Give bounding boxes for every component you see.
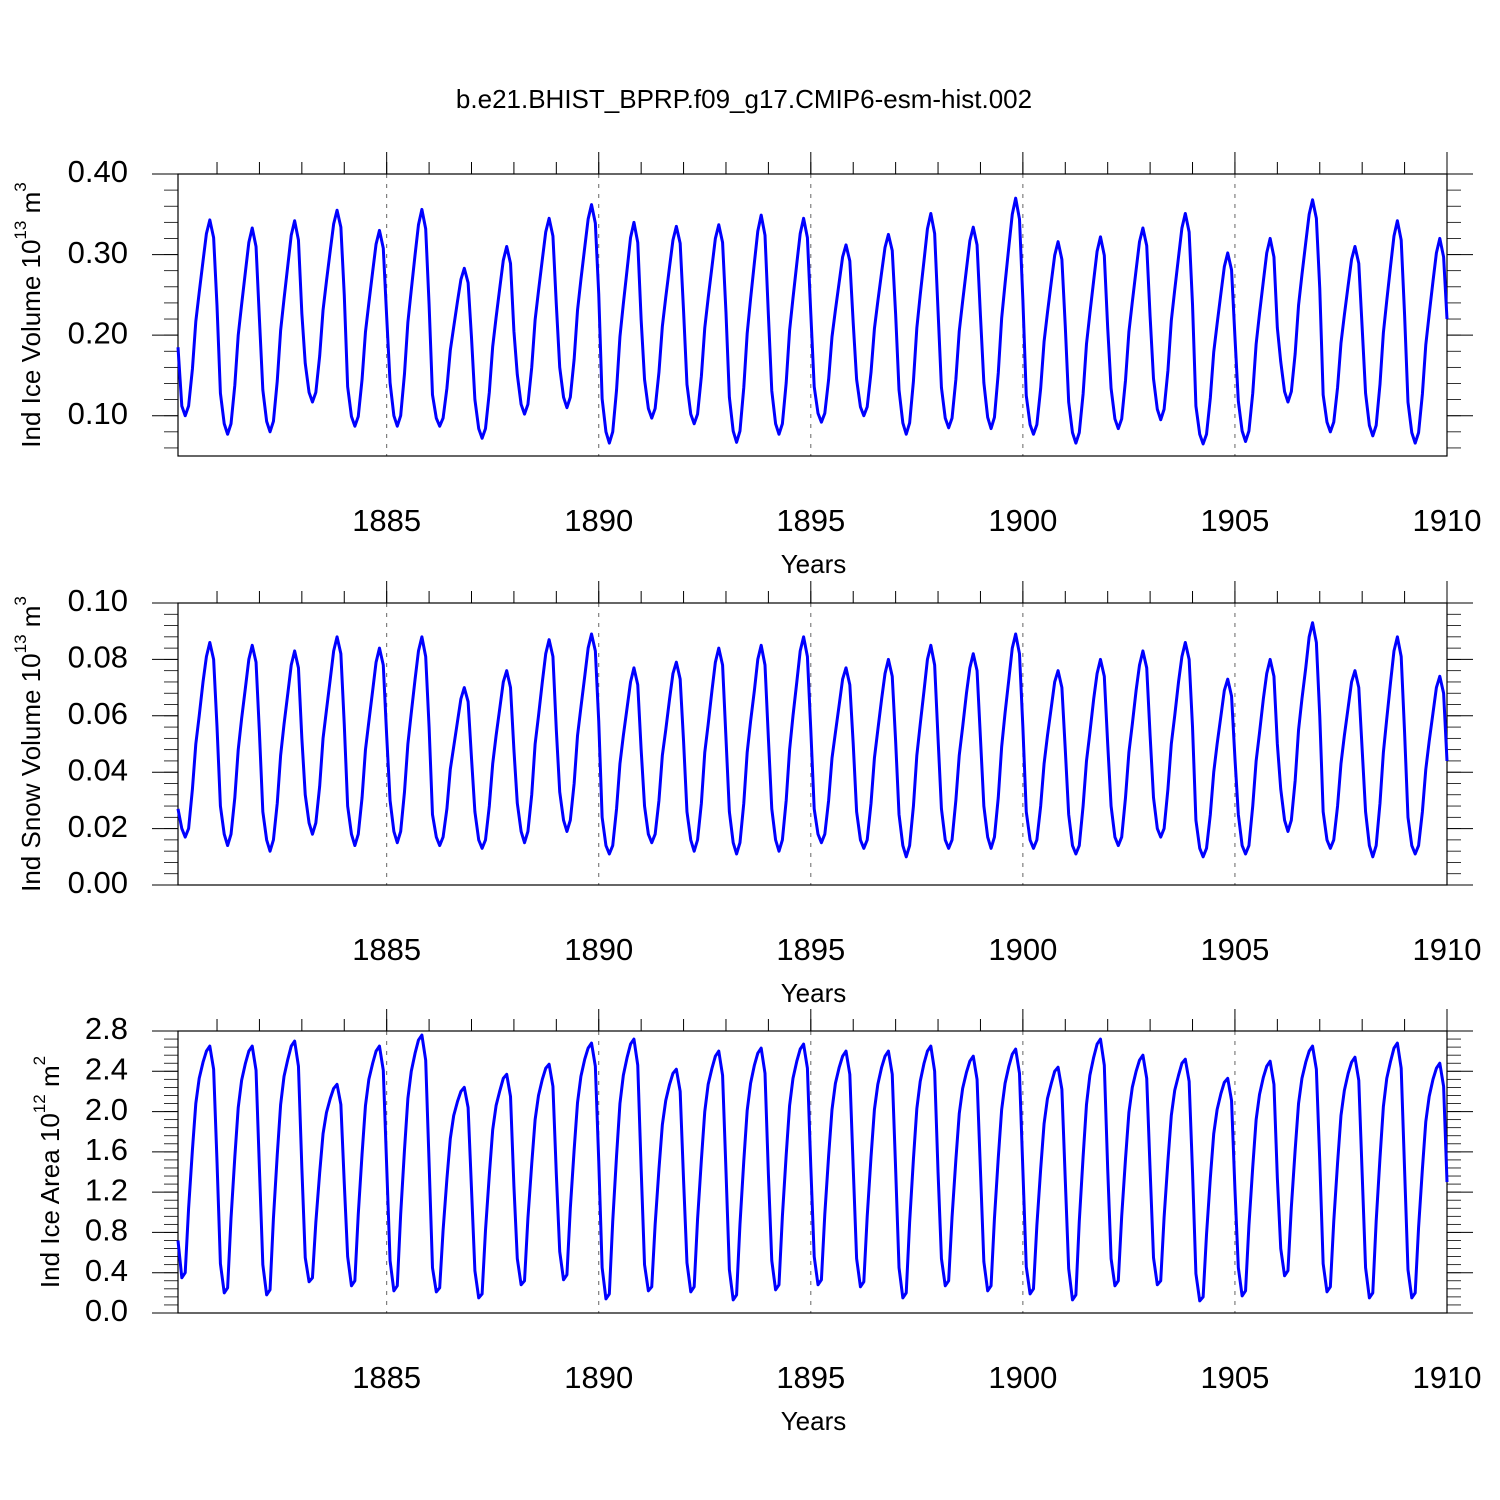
y-axis-title-part: m [16,606,46,635]
x-tick-label: 1900 [988,932,1057,967]
x-tick-label: 1905 [1200,1360,1269,1395]
y-tick-label: 0.10 [68,583,128,618]
y-axis-title-exponent: 3 [11,182,30,191]
y-tick-label: 0.10 [68,396,128,431]
x-tick-label: 1890 [564,932,633,967]
x-tick-label: 1890 [564,503,633,538]
y-tick-label: 2.4 [85,1051,128,1086]
y-tick-label: 0.4 [85,1253,128,1288]
y-axis-title-exponent: 13 [11,221,30,240]
y-tick-label: 0.02 [68,809,128,844]
x-axis-title: Years [781,549,847,579]
x-tick-label: 1910 [1413,503,1482,538]
y-axis-title-exponent: 3 [11,596,30,605]
x-tick-label: 1890 [564,1360,633,1395]
y-tick-label: 0.40 [68,154,128,189]
y-tick-label: 0.04 [68,752,128,787]
y-axis-title-part: Ind Ice Volume 10 [16,240,46,448]
x-tick-label: 1895 [776,1360,845,1395]
data-line [176,621,1449,859]
x-axis-title: Years [781,978,847,1008]
x-tick-label: 1895 [776,503,845,538]
panel: 1885 1890 1895 1900 1905 1910 0.10 0.20 0.30 0.40… [11,152,1481,579]
y-axis-title-exponent: 13 [11,634,30,653]
y-axis-title: Ind Ice Area 1012 m2 [30,1056,64,1288]
x-tick-label: 1900 [988,1360,1057,1395]
x-tick-label: 1905 [1200,503,1269,538]
y-tick-label: 0.00 [68,865,128,900]
y-tick-label: 0.06 [68,696,128,731]
x-tick-label: 1885 [352,503,421,538]
x-tick-label: 1900 [988,503,1057,538]
y-axis-title-exponent: 2 [30,1056,49,1065]
y-tick-label: 2.8 [85,1011,128,1046]
figure-title: b.e21.BHIST_BPRP.f09_g17.CMIP6-esm-hist.… [456,84,1032,114]
data-line [176,196,1449,446]
y-axis-title-part: Ind Ice Area 10 [35,1113,65,1288]
x-tick-label: 1885 [352,1360,421,1395]
x-tick-label: 1885 [352,932,421,967]
x-tick-label: 1895 [776,932,845,967]
x-tick-label: 1910 [1413,932,1482,967]
y-axis-title-part: m [16,192,46,221]
y-tick-label: 0.30 [68,235,128,270]
y-tick-label: 1.6 [85,1132,128,1167]
x-tick-label: 1910 [1413,1360,1482,1395]
x-axis-title: Years [781,1406,847,1436]
y-tick-label: 2.0 [85,1092,128,1127]
x-tick-label: 1905 [1200,932,1269,967]
y-tick-label: 0.20 [68,315,128,350]
y-axis-title: Ind Snow Volume 1013 m3 [11,596,45,892]
panel: 1885 1890 1895 1900 1905 1910 0.00 0.02 0.04 0.06… [11,581,1481,1008]
y-tick-label: 0.0 [85,1293,128,1328]
y-axis-title: Ind Ice Volume 1013 m3 [11,182,45,447]
y-axis-title-part: Ind Snow Volume 10 [16,653,46,892]
y-axis-title-part: m [35,1065,65,1094]
y-tick-label: 0.8 [85,1213,128,1248]
data-line [176,1033,1449,1303]
y-tick-label: 1.2 [85,1172,128,1207]
y-axis-title-exponent: 12 [30,1094,49,1113]
y-tick-label: 0.08 [68,640,128,675]
panel: 1885 1890 1895 1900 1905 1910 0.0 0.4 0.8 1.2 1.6 2… [30,1009,1481,1436]
